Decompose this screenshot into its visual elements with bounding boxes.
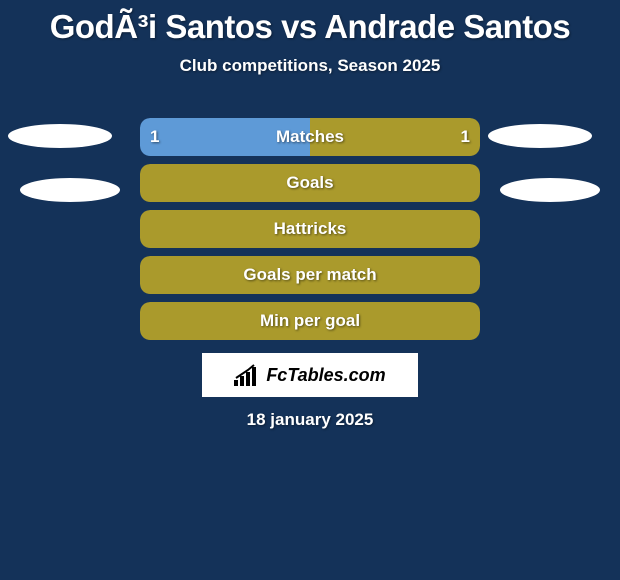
bar-left xyxy=(140,118,310,156)
bar-track xyxy=(140,210,480,248)
bar-track xyxy=(140,118,480,156)
bars-icon xyxy=(234,364,262,386)
bar-track xyxy=(140,302,480,340)
value-left: 1 xyxy=(150,118,159,156)
player-photo-placeholder xyxy=(20,178,120,202)
player-photo-placeholder xyxy=(488,124,592,148)
bar-right xyxy=(140,164,480,202)
subtitle: Club competitions, Season 2025 xyxy=(0,56,620,76)
bar-right xyxy=(140,302,480,340)
bar-right xyxy=(310,118,480,156)
player-photo-placeholder xyxy=(8,124,112,148)
stat-row: Hattricks xyxy=(0,210,620,256)
page-title: GodÃ³i Santos vs Andrade Santos xyxy=(0,0,620,46)
bar-right xyxy=(140,256,480,294)
logo-text: FcTables.com xyxy=(266,365,385,386)
comparison-chart: Matches11GoalsHattricksGoals per matchMi… xyxy=(0,118,620,348)
stat-row: Goals per match xyxy=(0,256,620,302)
value-right: 1 xyxy=(461,118,470,156)
player-photo-placeholder xyxy=(500,178,600,202)
bar-track xyxy=(140,256,480,294)
bar-track xyxy=(140,164,480,202)
bar-right xyxy=(140,210,480,248)
logo-box: FcTables.com xyxy=(202,353,418,397)
stat-row: Min per goal xyxy=(0,302,620,348)
date-label: 18 january 2025 xyxy=(0,410,620,430)
